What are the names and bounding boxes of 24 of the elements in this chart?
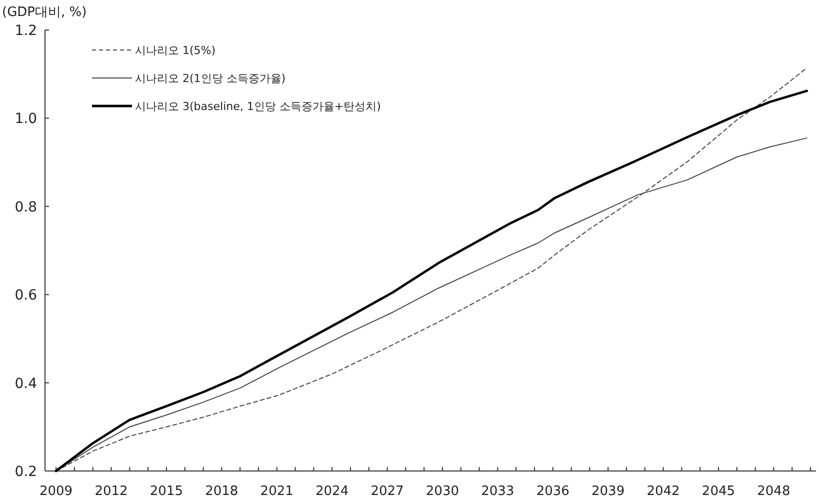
x-tick-label: 2030	[426, 484, 460, 499]
x-tick-label: 2033	[481, 484, 514, 499]
x-tick-label: 2021	[260, 484, 294, 499]
x-tick-label: 2048	[757, 484, 790, 499]
x-tick-label: 2042	[646, 484, 680, 499]
y-tick-label: 1.0	[14, 111, 37, 128]
y-tick-label: 1.2	[14, 23, 37, 39]
x-tick-label: 2039	[592, 484, 625, 499]
x-tick-label: 2027	[370, 484, 404, 499]
x-tick-label: 2015	[150, 484, 183, 499]
x-tick-label: 2024	[316, 484, 349, 499]
x-tick-label: 2018	[205, 484, 238, 499]
legend-label: 시나리오 1(5%)	[135, 44, 216, 57]
x-tick-label: 2009	[39, 484, 73, 499]
legend-label: 시나리오 2(1인당 소득증가율)	[135, 72, 286, 85]
y-tick-label: 0.6	[14, 288, 38, 304]
y-axis-title: (GDP대비, %)	[2, 5, 87, 20]
y-tick-label: 0.2	[14, 464, 37, 480]
y-tick-label: 0.8	[14, 199, 37, 216]
legend-label: 시나리오 3(baseline, 1인당 소득증가율+탄성치)	[135, 100, 381, 113]
x-tick-label: 2036	[536, 484, 570, 499]
x-tick-label: 2045	[702, 484, 736, 499]
y-tick-label: 0.4	[14, 376, 38, 392]
x-tick-label: 2012	[94, 484, 128, 499]
